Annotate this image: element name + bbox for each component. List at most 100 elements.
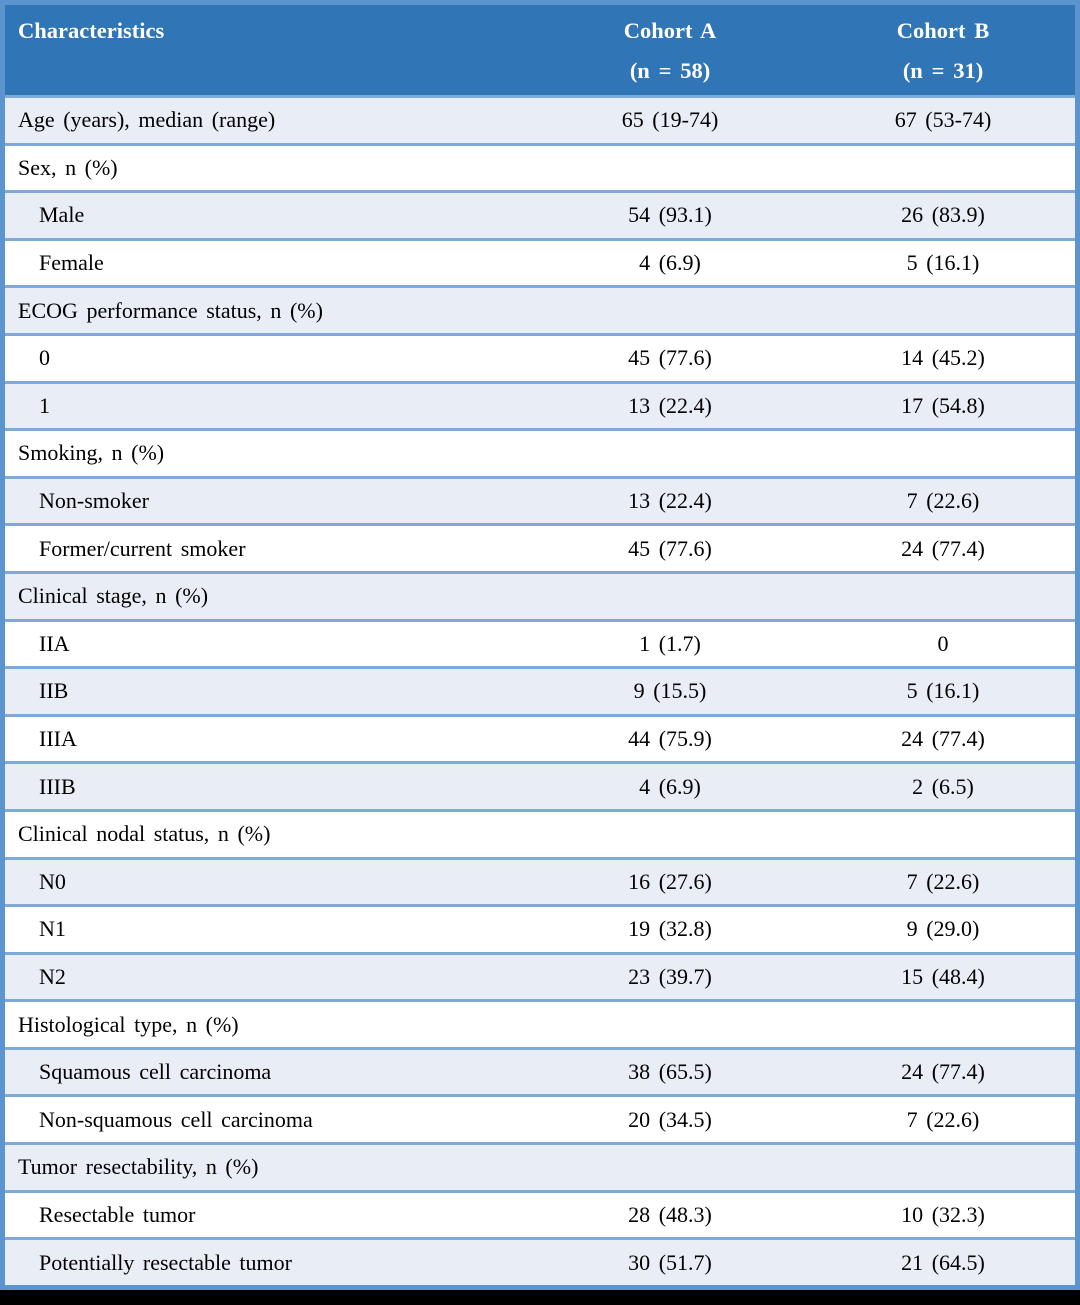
cohort-b-value	[811, 431, 1075, 476]
cohort-b-value: 24 (77.4)	[901, 535, 985, 561]
row-label: Age (years), median (range)	[18, 107, 276, 133]
row-label: Squamous cell carcinoma	[39, 1059, 272, 1085]
cohort-a-value: 54 (93.1)	[628, 202, 712, 228]
table-row: Histological type, n (%)	[5, 999, 1075, 1047]
row-label: Potentially resectable tumor	[39, 1249, 292, 1275]
row-label: IIB	[39, 678, 69, 704]
header-cohort-a-n: (n = 58)	[629, 58, 711, 83]
cohort-b-value	[811, 288, 1075, 333]
cohort-a-value	[529, 431, 811, 476]
table-row: Age (years), median (range) 65 (19-74) 67 …	[5, 95, 1075, 143]
cohort-a-value	[529, 288, 811, 333]
table-row: N0 16 (27.6) 7 (22.6)	[5, 856, 1075, 905]
table-row: 1 13 (22.4) 17 (54.8)	[5, 380, 1075, 429]
table-row: 0 45 (77.6) 14 (45.2)	[5, 332, 1075, 381]
header-cohort-b-n: (n = 31)	[902, 58, 984, 83]
cohort-b-value	[811, 146, 1075, 191]
row-label: Clinical nodal status, n (%)	[18, 821, 271, 847]
table-row: Resectable tumor 28 (48.3) 10 (32.3)	[5, 1189, 1075, 1238]
cohort-a-value	[529, 574, 811, 619]
cohort-b-value	[811, 1145, 1075, 1190]
table-row: IIA 1 (1.7) 0	[5, 618, 1075, 667]
table-row: Potentially resectable tumor 30 (51.7) 21 …	[5, 1237, 1075, 1285]
cohort-a-value	[529, 812, 811, 857]
cohort-b-value: 9 (29.0)	[906, 916, 980, 942]
row-label: Resectable tumor	[39, 1201, 196, 1227]
row-label: IIIA	[39, 726, 77, 752]
table-row: Tumor resectability, n (%)	[5, 1142, 1075, 1190]
cohort-b-value: 7 (22.6)	[906, 488, 980, 514]
cohort-b-value: 7 (22.6)	[906, 868, 980, 894]
row-label: Sex, n (%)	[18, 154, 118, 180]
cohort-a-value: 23 (39.7)	[628, 963, 712, 989]
row-label: IIA	[39, 630, 70, 656]
row-label: Histological type, n (%)	[18, 1011, 239, 1037]
cohort-a-value	[529, 1145, 811, 1190]
header-characteristics: Characteristics	[18, 18, 165, 43]
cohort-a-value: 45 (77.6)	[628, 535, 712, 561]
cohort-a-value	[529, 146, 811, 191]
bottom-black-bar	[0, 1290, 1080, 1305]
table-row: ECOG performance status, n (%)	[5, 285, 1075, 333]
row-label: IIIB	[39, 773, 76, 799]
cohort-a-value: 1 (1.7)	[639, 630, 701, 656]
cohort-a-value: 30 (51.7)	[628, 1249, 712, 1275]
row-label: Male	[39, 202, 85, 228]
cohort-a-value: 9 (15.5)	[633, 678, 707, 704]
cohort-b-value: 21 (64.5)	[901, 1249, 985, 1275]
cohort-a-value: 38 (65.5)	[628, 1059, 712, 1085]
cohort-a-value: 65 (19-74)	[621, 107, 719, 133]
cohort-b-value: 5 (16.1)	[906, 250, 980, 276]
cohort-b-value: 5 (16.1)	[906, 678, 980, 704]
row-label: 0	[39, 345, 50, 371]
row-label: N1	[39, 916, 66, 942]
row-label: N0	[39, 868, 66, 894]
table-row: N2 23 (39.7) 15 (48.4)	[5, 951, 1075, 1000]
row-label: N2	[39, 963, 66, 989]
table-row: Non-smoker 13 (22.4) 7 (22.6)	[5, 475, 1075, 524]
table-row: Clinical stage, n (%)	[5, 570, 1075, 619]
row-label: Tumor resectability, n (%)	[18, 1154, 259, 1180]
table-row: Former/current smoker 45 (77.6) 24 (77.4)	[5, 523, 1075, 571]
row-label: ECOG performance status, n (%)	[18, 297, 323, 323]
cohort-b-value: 0	[937, 630, 949, 656]
cohort-b-value: 10 (32.3)	[901, 1201, 985, 1227]
table-row: IIB 9 (15.5) 5 (16.1)	[5, 666, 1075, 714]
header-cohort-b-title: Cohort B	[896, 18, 990, 43]
table-row: Sex, n (%)	[5, 142, 1075, 191]
table-row: Female 4 (6.9) 5 (16.1)	[5, 237, 1075, 286]
cohort-a-value: 13 (22.4)	[628, 488, 712, 514]
cohort-b-value: 24 (77.4)	[901, 726, 985, 752]
cohort-b-value: 14 (45.2)	[901, 345, 985, 371]
row-label: Non-squamous cell carcinoma	[39, 1106, 313, 1132]
cohort-b-value	[811, 812, 1075, 857]
row-label: Female	[39, 250, 104, 276]
header-cohort-a-title: Cohort A	[623, 18, 717, 43]
table-row: N1 19 (32.8) 9 (29.0)	[5, 904, 1075, 952]
table-row: Male 54 (93.1) 26 (83.9)	[5, 190, 1075, 238]
cohort-b-value: 17 (54.8)	[901, 392, 985, 418]
table-row: IIIB 4 (6.9) 2 (6.5)	[5, 761, 1075, 809]
table-row: Non-squamous cell carcinoma 20 (34.5) 7 (2…	[5, 1094, 1075, 1143]
row-label: Non-smoker	[39, 488, 149, 514]
cohort-a-value: 13 (22.4)	[628, 392, 712, 418]
row-label: Former/current smoker	[39, 535, 246, 561]
cohort-a-value: 44 (75.9)	[628, 726, 712, 752]
cohort-a-value: 45 (77.6)	[628, 345, 712, 371]
row-label: Clinical stage, n (%)	[18, 583, 209, 609]
row-label: 1	[39, 392, 50, 418]
cohort-a-value: 4 (6.9)	[639, 250, 701, 276]
cohort-b-value: 15 (48.4)	[901, 963, 985, 989]
table-row: Squamous cell carcinoma 38 (65.5) 24 (77.4…	[5, 1046, 1075, 1095]
table-row: IIIA 44 (75.9) 24 (77.4)	[5, 713, 1075, 762]
cohort-b-value: 2 (6.5)	[912, 773, 974, 799]
cohort-b-value: 67 (53-74)	[894, 107, 992, 133]
cohort-a-value: 19 (32.8)	[628, 916, 712, 942]
cohort-b-value	[811, 574, 1075, 619]
header-cohort-b: Cohort B (n = 31)	[811, 5, 1075, 95]
cohort-a-value: 4 (6.9)	[639, 773, 701, 799]
row-label: Smoking, n (%)	[18, 440, 165, 466]
table-row: Smoking, n (%)	[5, 428, 1075, 476]
